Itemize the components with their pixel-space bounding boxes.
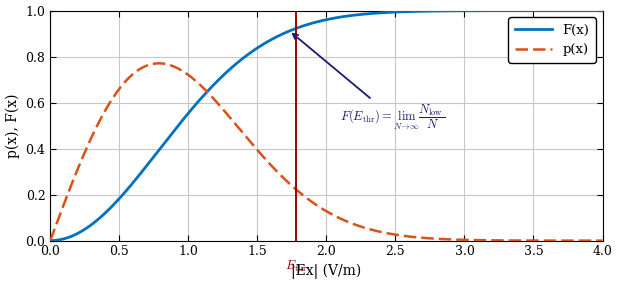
Legend: F(x), p(x): F(x), p(x)	[509, 17, 596, 63]
Text: $F(E_{\rm thr}) = \lim_{N\to\infty} \dfrac{N_{\rm low}}{N}$: $F(E_{\rm thr}) = \lim_{N\to\infty} \dfr…	[293, 34, 446, 132]
X-axis label: |Ex| (V/m): |Ex| (V/m)	[291, 264, 362, 280]
Text: $E_{\rm thr}$: $E_{\rm thr}$	[285, 259, 307, 274]
Y-axis label: p(x), F(x): p(x), F(x)	[6, 93, 20, 158]
